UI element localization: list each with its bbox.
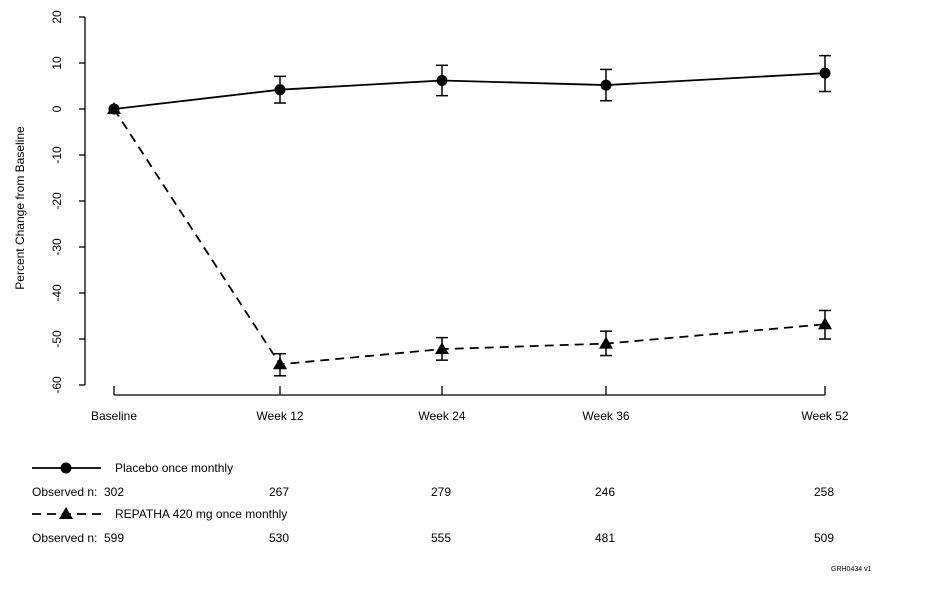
y-axis-title-group: Percent Change from Baseline <box>13 126 27 290</box>
data-point <box>818 317 832 330</box>
x-tick-label: Week 36 <box>582 409 629 423</box>
series-repatha <box>107 102 832 377</box>
y-axis-title: Percent Change from Baseline <box>13 126 27 290</box>
y-axis: 20 10 0 -10 -20 -30 -40 -50 -60 <box>50 10 86 394</box>
observed-n-label: Observed n: <box>32 531 97 545</box>
data-point <box>274 84 286 96</box>
x-axis: Baseline Week 12 Week 24 Week 36 Week 52 <box>91 386 849 423</box>
x-tick-label: Week 24 <box>418 409 465 423</box>
y-tick-label: -50 <box>50 330 64 348</box>
reference-code: GRH0434 v1 <box>831 566 872 573</box>
data-point <box>599 336 613 349</box>
observed-n-value: 481 <box>595 531 615 545</box>
y-tick-label: -30 <box>50 238 64 256</box>
observed-n-value: 555 <box>431 531 451 545</box>
data-point <box>819 67 831 79</box>
observed-n-value: 258 <box>814 485 834 499</box>
y-tick-label: -60 <box>50 376 64 394</box>
plot-area <box>107 54 832 377</box>
y-tick-label: 0 <box>50 105 64 112</box>
legend: Placebo once monthly Observed n: 302 267 279… <box>32 461 834 545</box>
data-point <box>273 357 287 370</box>
y-tick-label: -10 <box>50 146 64 164</box>
observed-n-value: 530 <box>269 531 289 545</box>
series-placebo <box>108 54 831 115</box>
x-tick-label: Baseline <box>91 409 137 423</box>
y-tick-label: -20 <box>50 192 64 210</box>
series-line <box>113 72 826 110</box>
observed-n-value: 599 <box>104 531 124 545</box>
data-point <box>107 102 121 114</box>
x-tick-label: Week 52 <box>801 409 848 423</box>
series-line <box>113 108 826 366</box>
legend-label: Placebo once monthly <box>115 461 233 475</box>
observed-n-value: 267 <box>269 485 289 499</box>
x-tick-label: Week 12 <box>256 409 303 423</box>
legend-marker <box>60 462 72 474</box>
data-point <box>600 79 612 91</box>
observed-n-value: 302 <box>104 485 124 499</box>
y-tick-label: -40 <box>50 284 64 302</box>
y-tick-label: 10 <box>50 56 64 70</box>
data-point <box>435 342 449 355</box>
observed-n-value: 509 <box>814 531 834 545</box>
data-point <box>436 74 448 86</box>
legend-marker <box>59 507 73 519</box>
y-tick-label: 20 <box>50 10 64 24</box>
legend-label: REPATHA 420 mg once monthly <box>115 507 287 521</box>
observed-n-label: Observed n: <box>32 485 97 499</box>
observed-n-value: 246 <box>595 485 615 499</box>
observed-n-value: 279 <box>431 485 451 499</box>
